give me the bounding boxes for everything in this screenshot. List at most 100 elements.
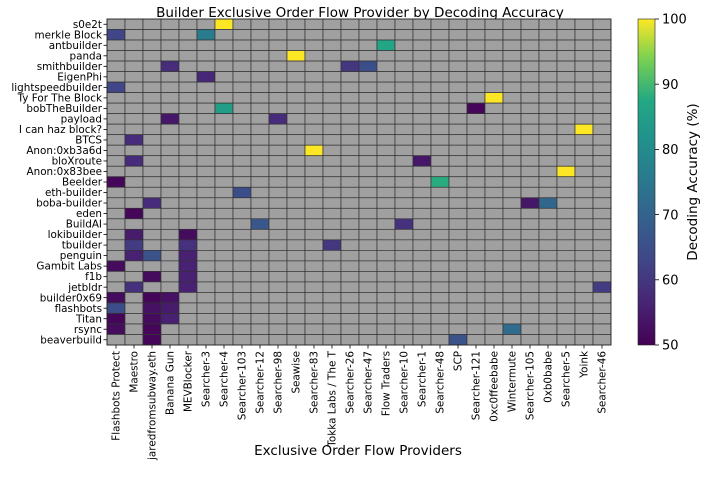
- heatmap-cell-empty: [214, 281, 234, 293]
- heatmap-cell-empty: [232, 323, 252, 335]
- chart-title: Builder Exclusive Order Flow Provider by…: [156, 5, 564, 21]
- heatmap-cell-empty: [484, 50, 504, 62]
- heatmap-cell-empty: [214, 197, 234, 209]
- heatmap-cell-empty: [340, 313, 360, 325]
- heatmap-cell-empty: [214, 123, 234, 136]
- heatmap-cell-empty: [232, 50, 252, 62]
- heatmap-cell-empty: [358, 334, 378, 346]
- heatmap-cell-empty: [340, 39, 360, 51]
- heatmap-cell: [142, 250, 162, 262]
- heatmap-cell-empty: [322, 176, 342, 188]
- heatmap-cell-empty: [412, 92, 432, 104]
- heatmap-cell-empty: [214, 292, 234, 304]
- heatmap-cell-empty: [142, 71, 162, 83]
- heatmap-cell-empty: [268, 29, 288, 41]
- heatmap-cell-empty: [358, 134, 378, 146]
- heatmap-cell-empty: [142, 102, 162, 114]
- heatmap-cell-empty: [502, 186, 522, 199]
- heatmap-cell-empty: [160, 29, 180, 41]
- heatmap-cell-empty: [196, 250, 216, 262]
- heatmap-cell-empty: [178, 186, 198, 199]
- heatmap-cell-empty: [538, 228, 558, 241]
- heatmap-cell-empty: [574, 197, 594, 209]
- heatmap-cell-empty: [304, 50, 324, 62]
- heatmap-cell-empty: [286, 71, 306, 83]
- heatmap-cell-empty: [286, 302, 306, 314]
- heatmap-cell-empty: [538, 186, 558, 199]
- heatmap-cell-empty: [592, 176, 612, 188]
- heatmap-cell-empty: [196, 271, 216, 283]
- heatmap-cell-empty: [502, 313, 522, 325]
- heatmap-cell-empty: [466, 176, 486, 188]
- heatmap-cell-empty: [142, 134, 162, 146]
- heatmap-cell-empty: [286, 102, 306, 114]
- heatmap-cell-empty: [484, 313, 504, 325]
- heatmap-cell-empty: [430, 155, 450, 167]
- heatmap-cell-empty: [124, 39, 144, 51]
- heatmap-cell-empty: [340, 271, 360, 283]
- heatmap-cell-empty: [376, 18, 396, 30]
- heatmap-cell: [286, 50, 306, 62]
- heatmap-cell-empty: [124, 302, 144, 314]
- heatmap-cell-empty: [304, 18, 324, 30]
- heatmap-cell-empty: [142, 239, 162, 251]
- heatmap-cell-empty: [286, 228, 306, 241]
- heatmap-cell-empty: [358, 123, 378, 136]
- heatmap-cell-empty: [430, 323, 450, 335]
- heatmap-cell-empty: [340, 186, 360, 199]
- heatmap-cell-empty: [556, 113, 576, 125]
- heatmap-cell-empty: [340, 29, 360, 41]
- heatmap-cell-empty: [268, 123, 288, 136]
- heatmap-cell-empty: [124, 60, 144, 72]
- heatmap-cell-empty: [520, 134, 540, 146]
- heatmap-cell-empty: [196, 334, 216, 346]
- heatmap-cell-empty: [430, 292, 450, 304]
- heatmap-cell-empty: [250, 102, 270, 114]
- heatmap-cell-empty: [322, 39, 342, 51]
- heatmap-cell-empty: [592, 313, 612, 325]
- heatmap-cell-empty: [430, 71, 450, 83]
- y-tick-label: bobTheBuilder: [26, 103, 102, 115]
- heatmap-cell-empty: [412, 81, 432, 93]
- heatmap-cell-empty: [268, 197, 288, 209]
- heatmap-cell-empty: [340, 176, 360, 188]
- heatmap-cell-empty: [502, 176, 522, 188]
- heatmap-cell-empty: [124, 92, 144, 104]
- x-tick-label: Searcher-103: [237, 351, 249, 420]
- heatmap-cell-empty: [232, 239, 252, 251]
- heatmap-cell: [124, 239, 144, 251]
- heatmap-cell-empty: [358, 102, 378, 114]
- heatmap-cell-empty: [142, 29, 162, 41]
- heatmap-cell-empty: [250, 81, 270, 93]
- heatmap-cell-empty: [466, 239, 486, 251]
- heatmap-cell-empty: [448, 250, 468, 262]
- heatmap-cell: [160, 113, 180, 125]
- heatmap-cell-empty: [574, 81, 594, 93]
- heatmap-cell-empty: [502, 18, 522, 30]
- heatmap-cell-empty: [250, 207, 270, 220]
- heatmap-cell-empty: [376, 176, 396, 188]
- heatmap-cell-empty: [538, 292, 558, 304]
- heatmap-cell-empty: [214, 155, 234, 167]
- heatmap-cell-empty: [268, 144, 288, 157]
- heatmap-cell-empty: [484, 71, 504, 83]
- heatmap-cell-empty: [448, 155, 468, 167]
- heatmap-cell-empty: [466, 134, 486, 146]
- heatmap-cell-empty: [466, 197, 486, 209]
- heatmap-cell-empty: [214, 29, 234, 41]
- heatmap-cell-empty: [304, 218, 324, 230]
- heatmap-cell-empty: [268, 260, 288, 272]
- heatmap-cell-empty: [520, 29, 540, 41]
- heatmap-cell-empty: [268, 302, 288, 314]
- heatmap-cell-empty: [142, 113, 162, 125]
- heatmap-cell-empty: [466, 92, 486, 104]
- heatmap-cell-empty: [556, 50, 576, 62]
- colorbar-tick-label: 80: [662, 143, 679, 158]
- heatmap-cell-empty: [430, 260, 450, 272]
- heatmap-cell-empty: [574, 260, 594, 272]
- heatmap-cell-empty: [484, 81, 504, 93]
- heatmap-cell-empty: [394, 207, 414, 220]
- heatmap-cell-empty: [538, 155, 558, 167]
- heatmap-cell-empty: [322, 165, 342, 178]
- heatmap-cell-empty: [214, 323, 234, 335]
